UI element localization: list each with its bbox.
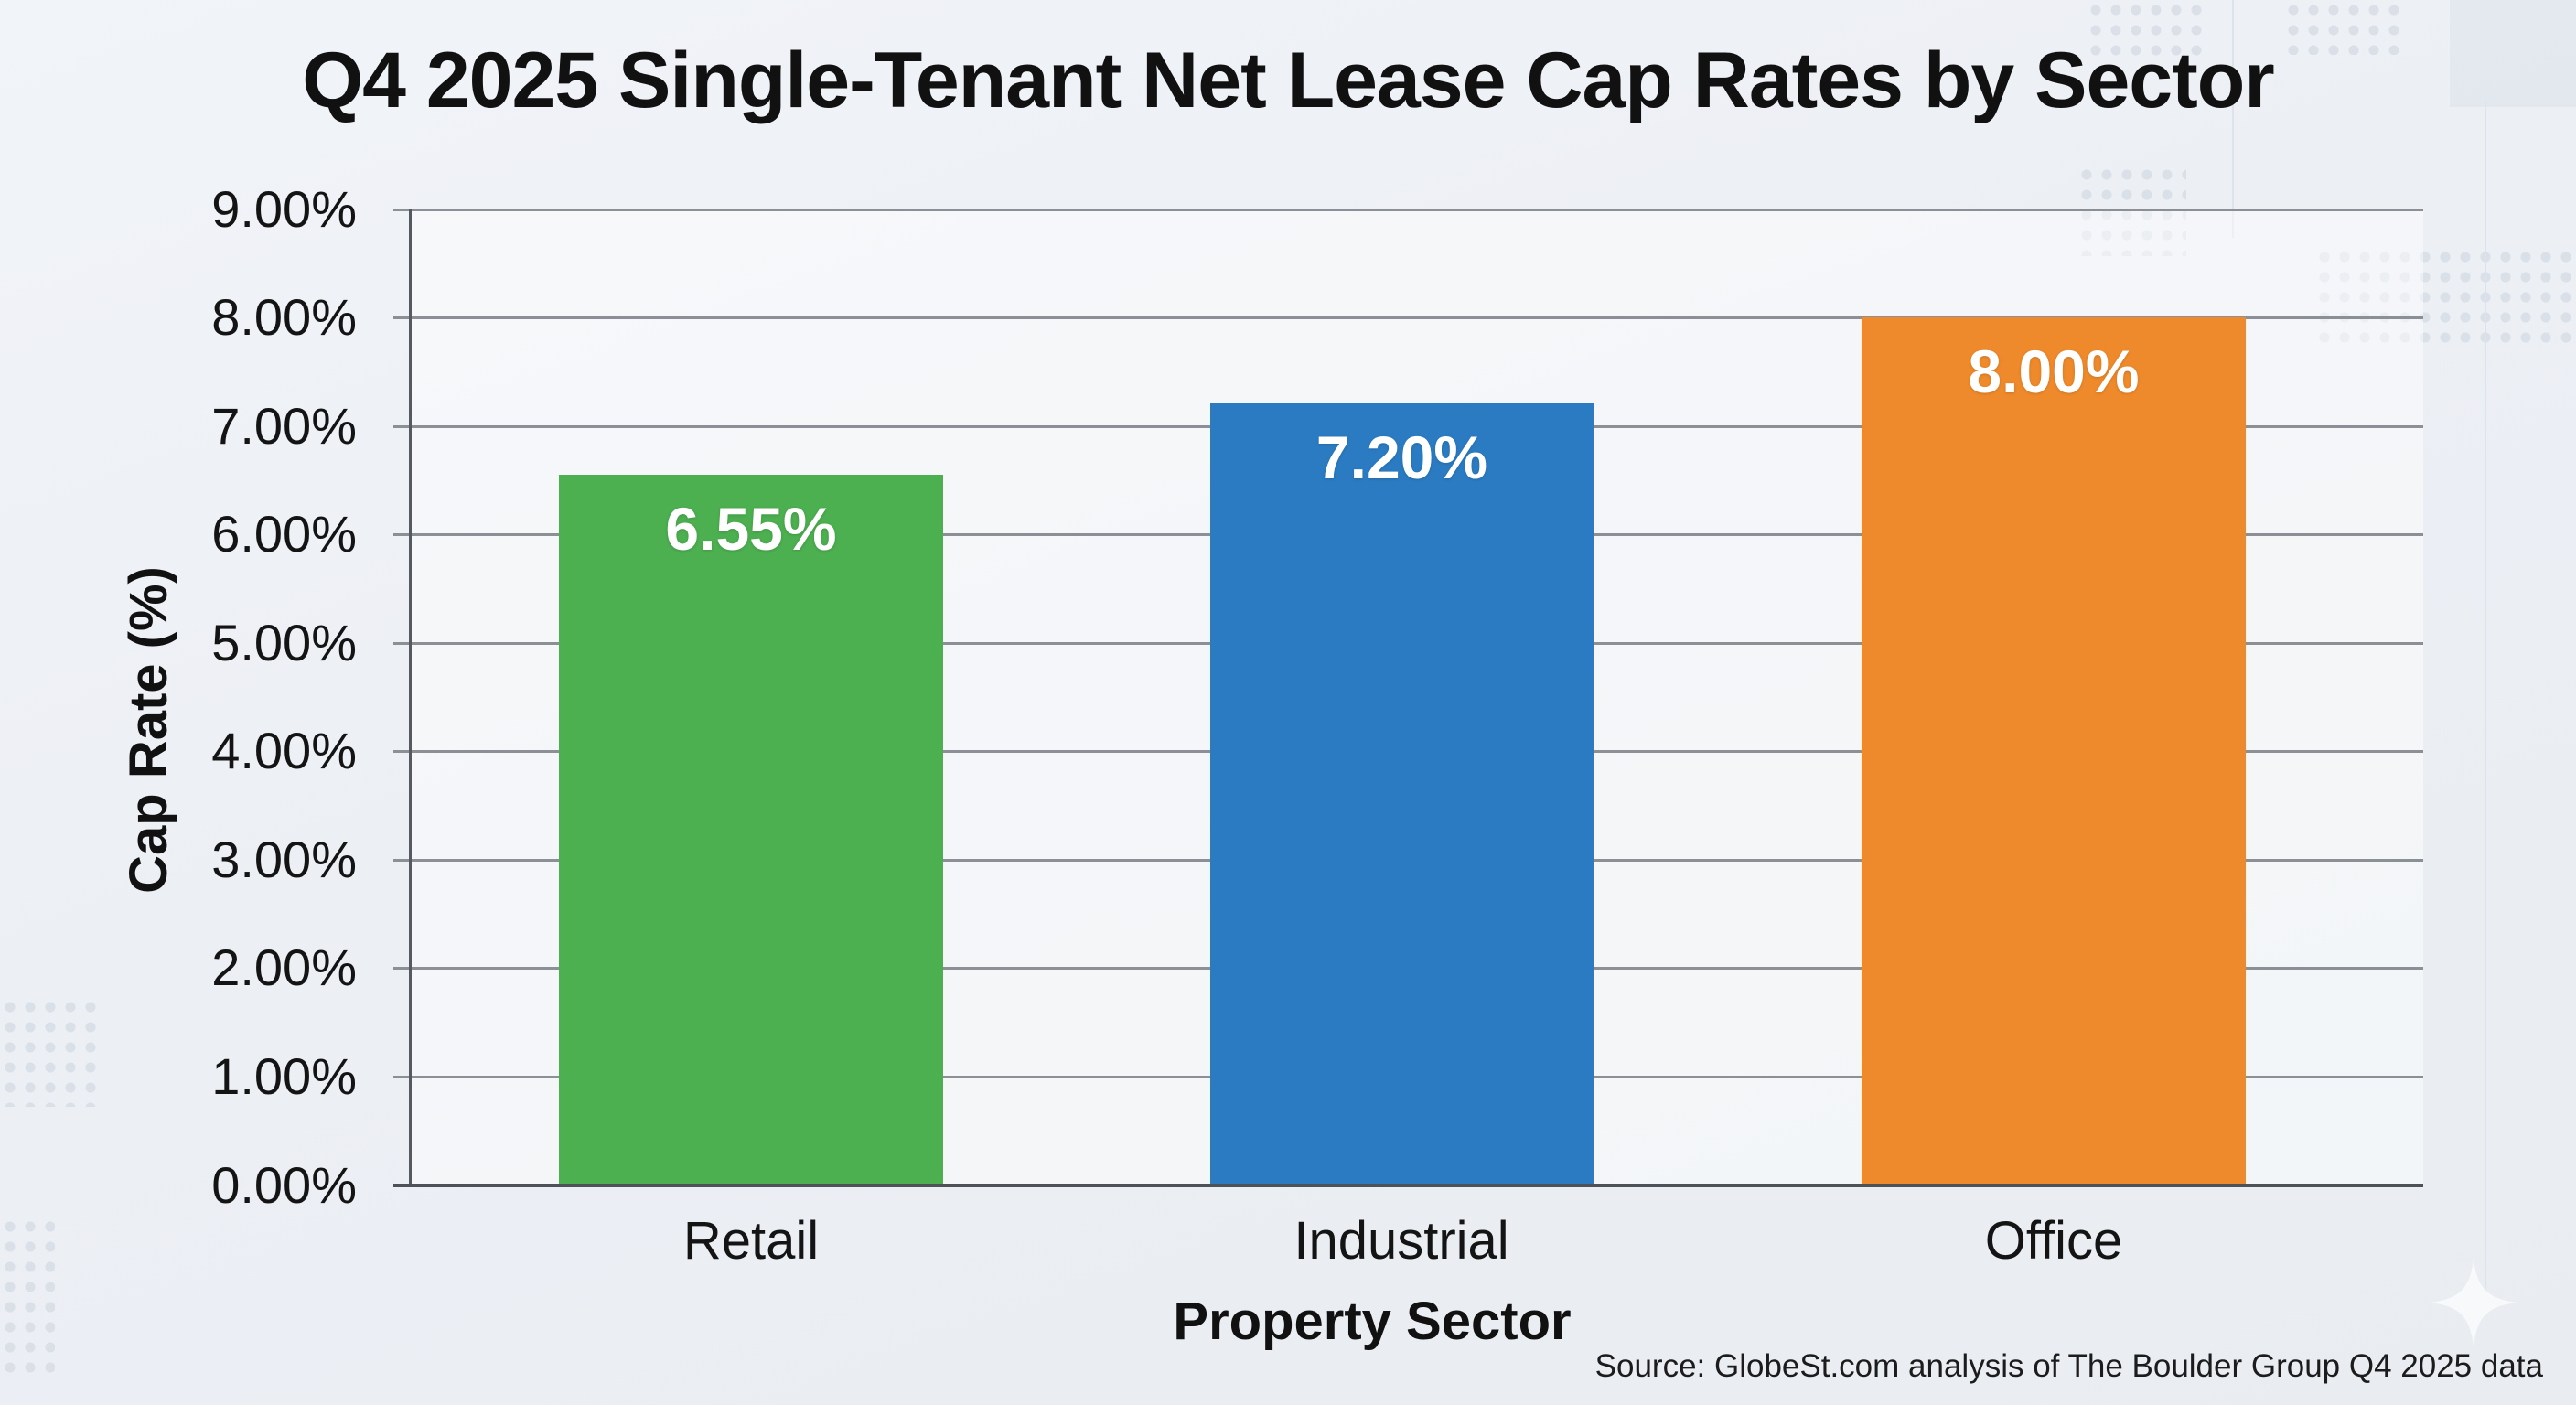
gridline-8 [393,316,2423,319]
background-dot-pattern [2086,0,2205,64]
y-tick-label: 8.00% [211,288,357,346]
background-dot-pattern [2283,0,2402,55]
y-tick-label: 0.00% [211,1156,357,1214]
y-tick-label: 6.00% [211,505,357,563]
bar-retail[interactable]: 6.55% [559,475,943,1185]
background-panel [2450,0,2576,107]
y-tick-label: 5.00% [211,614,357,671]
bar-value-label: 6.55% [665,495,837,563]
gridline-9 [393,209,2423,211]
background-line [2485,101,2486,1290]
y-tick-label: 1.00% [211,1047,357,1105]
x-axis-line [393,1184,2423,1187]
bar-value-label: 8.00% [1968,338,2140,405]
background-dot-pattern [0,997,101,1107]
source-note: Source: GlobeSt.com analysis of The Boul… [1594,1348,2543,1384]
bar-value-label: 7.20% [1315,424,1488,491]
y-tick-label: 9.00% [211,180,357,238]
x-tick-label-retail: Retail [682,1211,820,1271]
y-tick-label: 3.00% [211,831,357,888]
bar-office[interactable]: 8.00% [1862,317,2246,1185]
background-dot-pattern [2314,247,2576,348]
y-axis-line [409,209,412,1186]
sparkle-icon [2430,1259,2517,1346]
y-tick-label: 7.00% [211,397,357,455]
chart-title: Q4 2025 Single-Tenant Net Lease Cap Rate… [302,37,2275,124]
x-axis-title: Property Sector [1173,1292,1572,1351]
x-tick-label-office: Office [1984,1211,2123,1271]
background-dot-pattern [0,1217,55,1381]
x-tick-label-industrial: Industrial [1293,1211,1509,1271]
bar-industrial[interactable]: 7.20% [1210,403,1594,1185]
background-line [2232,0,2234,238]
y-tick-label: 4.00% [211,722,357,779]
y-tick-label: 2.00% [211,938,357,996]
y-axis-title: Cap Rate (%) [119,566,178,894]
